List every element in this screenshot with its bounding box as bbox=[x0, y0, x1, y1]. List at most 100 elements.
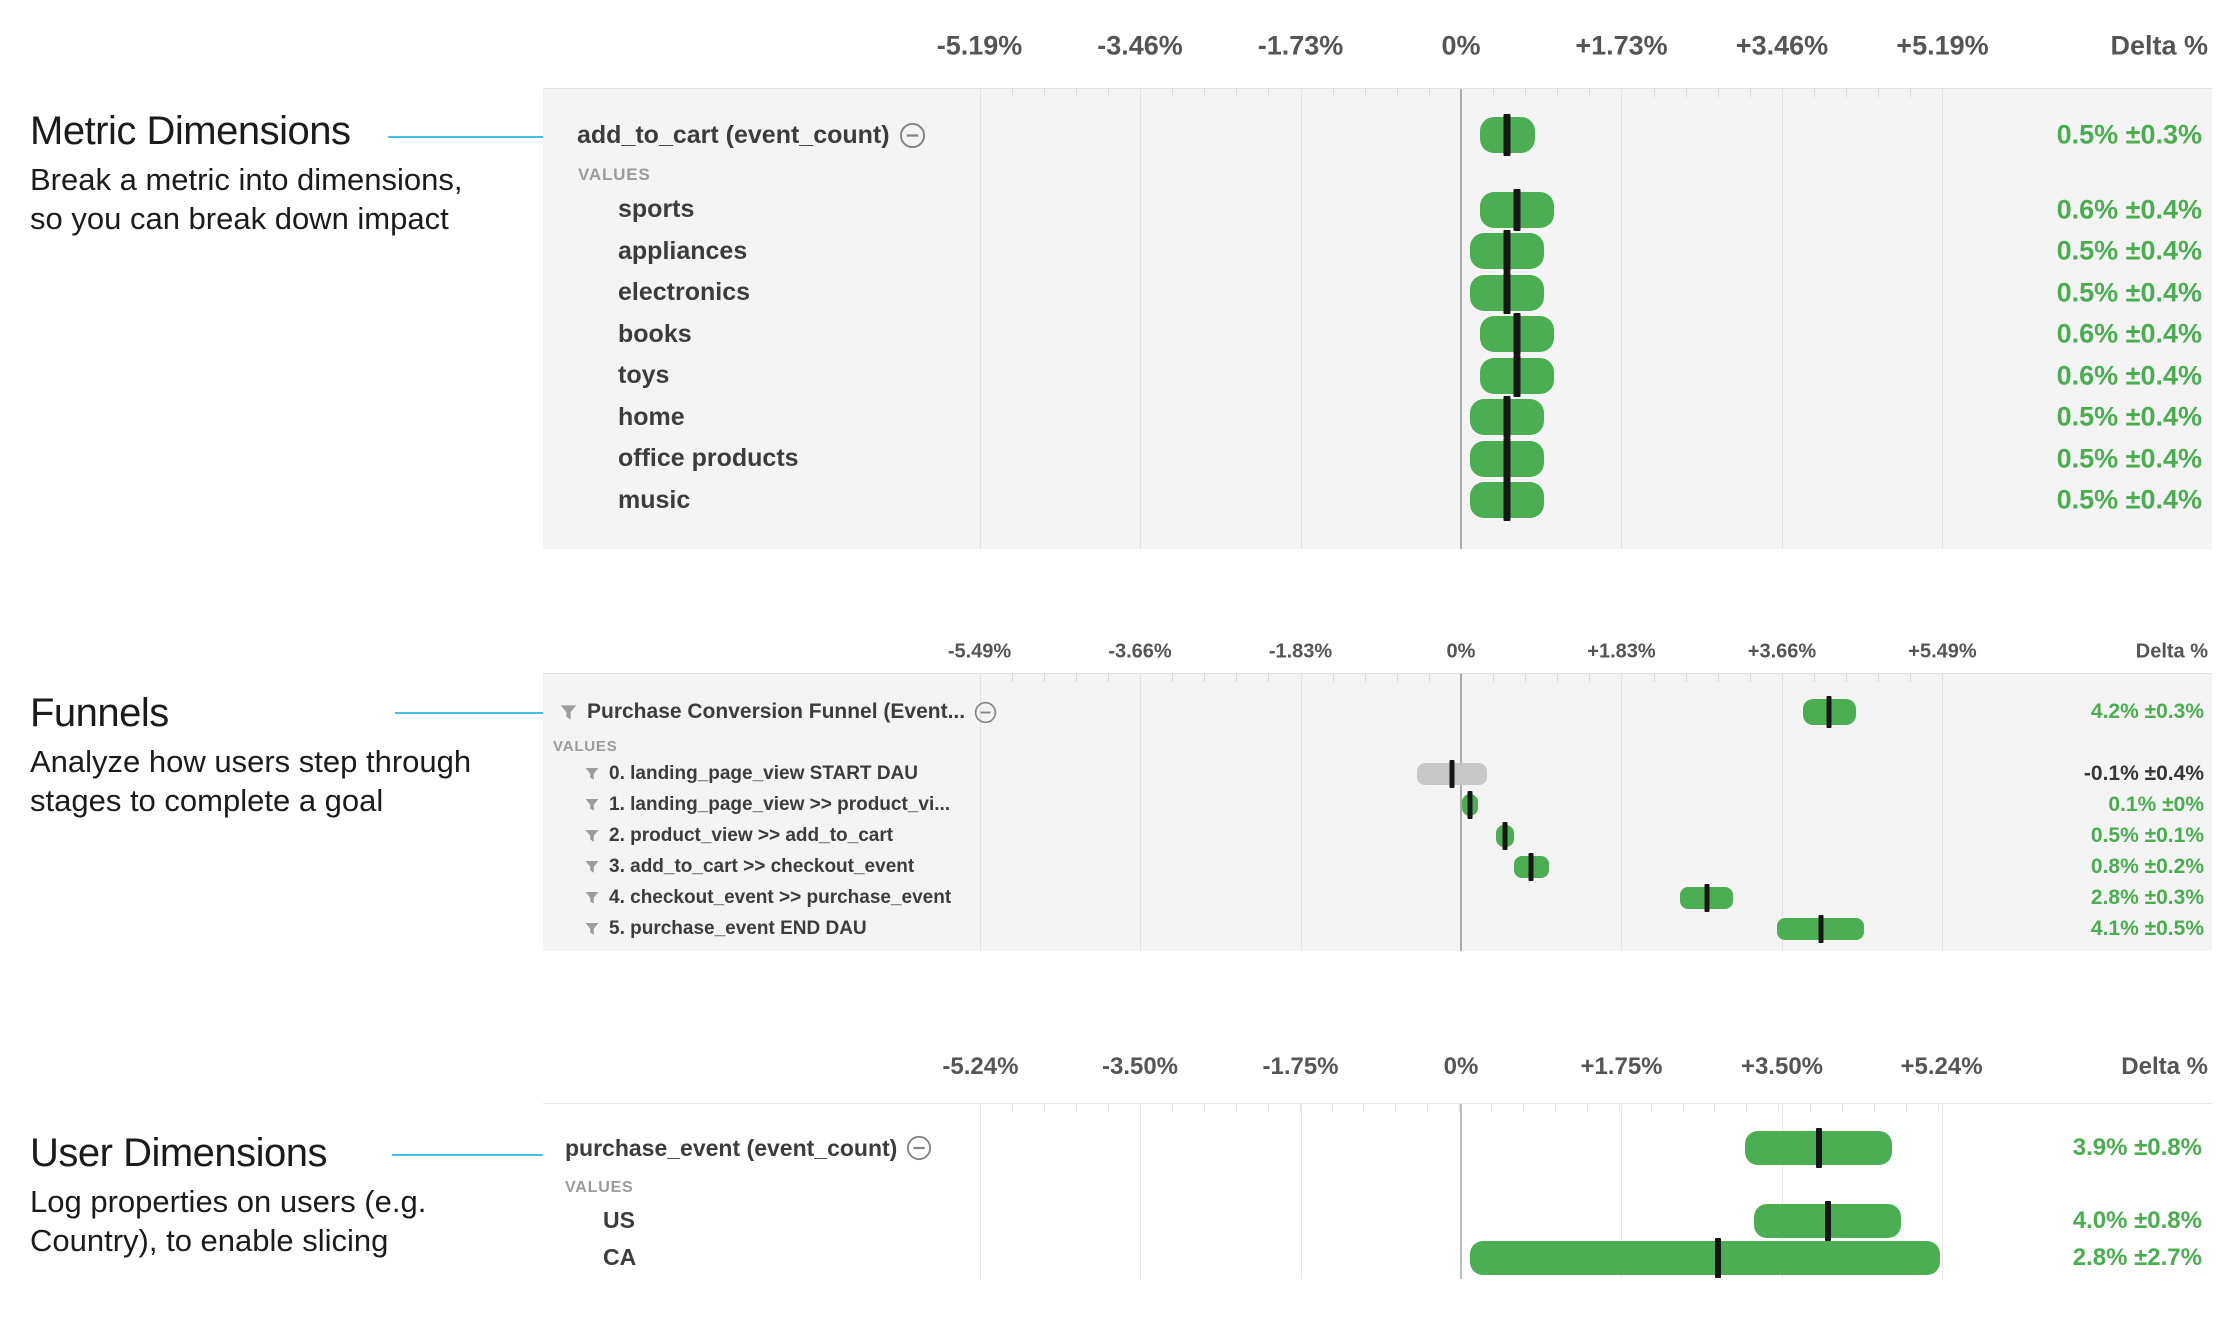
row-label: 0. landing_page_view START DAU bbox=[609, 762, 918, 784]
delta-column-header: Delta % bbox=[2121, 1053, 2208, 1080]
axis-tick-label: +1.75% bbox=[1580, 1053, 1663, 1080]
collapse-minus-icon[interactable] bbox=[974, 701, 997, 724]
mean-tick bbox=[1815, 1128, 1822, 1168]
minor-tick bbox=[1268, 1104, 1269, 1112]
minor-tick bbox=[1587, 1104, 1588, 1112]
mean-tick bbox=[1503, 479, 1511, 522]
row-label: US bbox=[603, 1207, 635, 1233]
minor-tick bbox=[1814, 89, 1815, 97]
minor-tick bbox=[1846, 674, 1847, 682]
minor-tick bbox=[1778, 1104, 1779, 1112]
chart-row: 5. purchase_event END DAU 4.1% ±0.5% bbox=[543, 913, 2212, 944]
mean-tick bbox=[1503, 396, 1511, 439]
values-section-row: VALUES bbox=[543, 1174, 2212, 1202]
axis-tick-label: +5.49% bbox=[1908, 640, 1977, 663]
chart-row: 4. checkout_event >> purchase_event 2.8% … bbox=[543, 882, 2212, 913]
gridline bbox=[1301, 1104, 1302, 1279]
mean-tick bbox=[1818, 914, 1824, 943]
delta-value: 2.8% ±2.7% bbox=[2072, 1243, 2202, 1271]
annotation-user-dimensions: User Dimensions Log properties on users … bbox=[30, 1130, 426, 1260]
minor-tick bbox=[1523, 1104, 1524, 1112]
chart-header-row: Purchase Conversion Funnel (Event... 4.2%… bbox=[543, 690, 2212, 734]
row-label-group: 0. landing_page_view START DAU bbox=[584, 758, 918, 789]
minor-tick bbox=[1365, 674, 1366, 682]
connector-line bbox=[395, 712, 547, 714]
mean-tick bbox=[1704, 883, 1710, 912]
minor-tick bbox=[1395, 1104, 1396, 1112]
axis-tick-label: -5.49% bbox=[947, 640, 1012, 663]
minor-tick bbox=[1108, 1104, 1109, 1112]
minor-tick bbox=[1172, 1104, 1173, 1112]
delta-column-header: Delta % bbox=[2110, 30, 2208, 61]
axis-tick-label: -5.24% bbox=[942, 1053, 1019, 1080]
collapse-minus-icon[interactable] bbox=[899, 122, 926, 149]
plot-area: purchase_event (event_count) 3.9% ±0.8% VA… bbox=[543, 1103, 2212, 1279]
funnel-icon bbox=[585, 922, 599, 935]
row-label: add_to_cart (event_count) bbox=[577, 120, 890, 149]
minor-tick bbox=[1525, 89, 1526, 97]
row-label: toys bbox=[618, 361, 670, 390]
row-label: VALUES bbox=[578, 165, 651, 184]
minor-tick bbox=[1429, 674, 1430, 682]
minor-tick bbox=[1397, 674, 1398, 682]
annotation-description: Analyze how users step through stages to… bbox=[30, 744, 472, 818]
chart-row: books 0.6% ±0.4% bbox=[543, 313, 2212, 356]
gridline bbox=[1782, 674, 1783, 951]
axis-tick-label: -3.46% bbox=[1097, 30, 1183, 61]
minor-tick bbox=[1750, 674, 1751, 682]
delta-value: 0.6% ±0.4% bbox=[2056, 360, 2202, 391]
chart-row: 2. product_view >> add_to_cart 0.5% ±0.1% bbox=[543, 820, 2212, 851]
gridline bbox=[1621, 89, 1622, 549]
minor-tick bbox=[1814, 674, 1815, 682]
chart-row: music 0.5% ±0.4% bbox=[543, 479, 2212, 522]
funnel-icon bbox=[585, 767, 599, 780]
delta-value: 4.2% ±0.3% bbox=[2090, 700, 2204, 723]
minor-tick bbox=[1493, 674, 1494, 682]
row-label-group: 4. checkout_event >> purchase_event bbox=[584, 882, 951, 913]
minor-tick bbox=[1204, 674, 1205, 682]
gridline bbox=[980, 89, 981, 549]
axis-tick-label: -5.19% bbox=[936, 30, 1023, 61]
delta-value: 0.6% ±0.4% bbox=[2056, 318, 2202, 349]
minor-tick bbox=[1714, 1104, 1715, 1112]
gridline bbox=[1140, 674, 1141, 951]
mean-tick bbox=[1714, 1237, 1721, 1278]
minor-tick bbox=[1108, 89, 1109, 97]
collapse-minus-icon[interactable] bbox=[906, 1135, 932, 1161]
axis-tick-label: -1.73% bbox=[1257, 30, 1344, 61]
annotation-description: Break a metric into dimensions, so you c… bbox=[30, 162, 463, 236]
user-dimensions-chart: -5.24% -3.50% -1.75% 0% +1.75% +3.50% +5.24% De… bbox=[543, 1050, 2212, 1279]
mean-tick bbox=[1503, 230, 1511, 273]
minor-tick bbox=[1429, 89, 1430, 97]
chart-header-row: add_to_cart (event_count) 0.5% ±0.3% bbox=[543, 109, 2212, 161]
minor-tick bbox=[1878, 674, 1879, 682]
mean-tick bbox=[1826, 696, 1832, 728]
minor-tick bbox=[1525, 674, 1526, 682]
mean-tick bbox=[1449, 759, 1455, 788]
minor-tick bbox=[1846, 89, 1847, 97]
delta-value: 0.1% ±0% bbox=[2108, 792, 2204, 816]
delta-value: -0.1% ±0.4% bbox=[2083, 761, 2204, 785]
row-label: 2. product_view >> add_to_cart bbox=[609, 824, 894, 846]
row-label: 3. add_to_cart >> checkout_event bbox=[609, 855, 915, 877]
chart-row: appliances 0.5% ±0.4% bbox=[543, 230, 2212, 273]
axis-tick-label: -1.83% bbox=[1268, 640, 1333, 663]
delta-value: 4.1% ±0.5% bbox=[2090, 916, 2204, 940]
minor-tick bbox=[1397, 89, 1398, 97]
zero-gridline bbox=[1460, 89, 1462, 549]
row-label: VALUES bbox=[553, 737, 618, 755]
delta-value: 3.9% ±0.8% bbox=[2072, 1134, 2202, 1161]
chart-row: 0. landing_page_view START DAU -0.1% ±0.4… bbox=[543, 758, 2212, 789]
minor-tick bbox=[1172, 674, 1173, 682]
minor-tick bbox=[1076, 1104, 1077, 1112]
axis-tick-label: +3.46% bbox=[1735, 30, 1829, 61]
minor-tick bbox=[1557, 89, 1558, 97]
row-label-group: CA bbox=[603, 1239, 636, 1276]
zero-gridline bbox=[1460, 1104, 1462, 1279]
row-label: Purchase Conversion Funnel (Event... bbox=[587, 700, 966, 723]
minor-tick bbox=[1204, 1104, 1205, 1112]
minor-tick bbox=[1842, 1104, 1843, 1112]
chart-header-row: purchase_event (event_count) 3.9% ±0.8% bbox=[543, 1122, 2212, 1174]
chart-row: electronics 0.5% ±0.4% bbox=[543, 271, 2212, 314]
